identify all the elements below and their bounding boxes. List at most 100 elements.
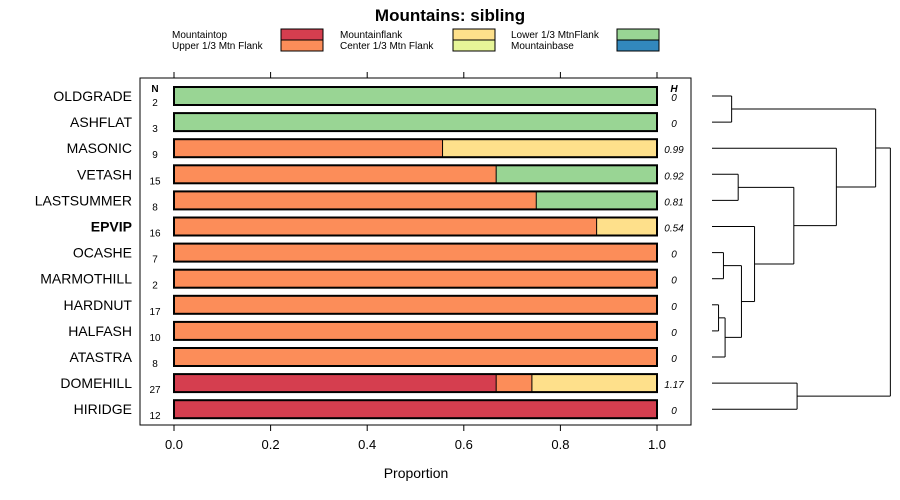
- row-label: HIRIDGE: [74, 401, 132, 417]
- bar-row: OLDGRADE 2 0: [53, 86, 677, 109]
- legend-item: Center 1/3 Mtn Flank: [340, 39, 496, 52]
- row-label: ASHFLAT: [70, 114, 132, 130]
- sample-size: 12: [149, 411, 161, 422]
- bar-row: VETASH 15 0.92: [77, 164, 684, 187]
- bar-row: HALFASH 10 0: [68, 320, 677, 344]
- bar-segment: [174, 217, 597, 236]
- bar-outline: [173, 112, 658, 133]
- diversity-h: 0: [671, 328, 677, 339]
- sample-size: 27: [149, 385, 161, 396]
- sample-size: 8: [152, 202, 158, 213]
- diversity-h: 1.17: [664, 380, 684, 391]
- bar-row: EPVIP 16 0.54: [91, 216, 684, 240]
- bar-row: DOMEHILL 27 1.17: [60, 373, 684, 396]
- bar-outline: [173, 242, 658, 263]
- x-tick-label: 0.4: [358, 437, 376, 452]
- dendrogram-link: [712, 95, 733, 123]
- legend-swatch: [452, 39, 496, 52]
- dendrogram-link: [797, 147, 891, 397]
- bar-segment: [496, 165, 657, 184]
- dendrogram-link: [712, 173, 739, 201]
- row-label: MARMOTHILL: [40, 271, 132, 287]
- bar-outline: [173, 164, 658, 185]
- bar-outline: [173, 86, 658, 106]
- diversity-h: 0.81: [664, 197, 683, 208]
- sample-size: 2: [152, 98, 158, 109]
- bar-segment: [174, 139, 443, 158]
- x-tick-label: 0.8: [551, 437, 569, 452]
- diversity-h: 0.54: [664, 224, 684, 235]
- legend-label: Lower 1/3 MtnFlank: [511, 30, 600, 41]
- legend-item: Lower 1/3 MtnFlank: [511, 28, 660, 41]
- bar-segment: [174, 87, 657, 105]
- legend-label: Upper 1/3 Mtn Flank: [172, 41, 264, 52]
- bar-row: LASTSUMMER 8 0.81: [35, 190, 684, 213]
- legend-swatch: [616, 28, 660, 41]
- bar-segment: [174, 191, 537, 210]
- x-tick-label: 0.2: [262, 437, 280, 452]
- legend-label: Mountaintop: [172, 30, 227, 41]
- bar-row: OCASHE 7 0: [73, 242, 677, 266]
- bar-segment: [174, 243, 657, 262]
- bar-outline: [173, 138, 658, 159]
- bar-row: HIRIDGE 12 0: [74, 399, 677, 422]
- x-axis-label: Proportion: [384, 465, 449, 481]
- bar-segment: [174, 321, 657, 340]
- bar-outline: [173, 320, 658, 341]
- row-label: EPVIP: [91, 219, 132, 235]
- row-label: OCASHE: [73, 245, 132, 261]
- legend-swatch: [280, 39, 324, 52]
- legend-item: Mountainflank: [340, 28, 496, 41]
- bar-segment: [174, 348, 657, 366]
- bar-outline: [173, 347, 658, 367]
- diversity-h: 0: [671, 406, 677, 417]
- bar-outline: [173, 399, 658, 420]
- h-column-header: H: [670, 84, 678, 95]
- bar-row: ATASTRA 8 0: [70, 347, 677, 370]
- legend-swatch: [616, 39, 660, 52]
- x-tick-label: 0.6: [455, 437, 473, 452]
- dendrogram-link: [712, 382, 798, 410]
- chart-title: Mountains: sibling: [375, 6, 525, 25]
- dendrogram-link: [723, 265, 742, 338]
- legend-item: Mountainbase: [511, 39, 660, 52]
- row-label: VETASH: [77, 166, 132, 182]
- bar-segment: [174, 295, 657, 314]
- bar-segment: [596, 217, 657, 236]
- diversity-h: 0.99: [664, 145, 684, 156]
- bar-segment: [442, 139, 657, 158]
- n-column-header: N: [151, 84, 158, 95]
- legend-item: Upper 1/3 Mtn Flank: [172, 39, 324, 52]
- bar-outline: [173, 373, 658, 394]
- bar-row: MASONIC 9 0.99: [67, 138, 684, 161]
- sample-size: 9: [152, 150, 158, 161]
- plot-frame: [139, 77, 692, 426]
- bar-outline: [173, 294, 658, 315]
- diversity-h: 0: [671, 93, 677, 104]
- sample-size: 15: [149, 176, 161, 187]
- legend-swatch: [280, 28, 324, 41]
- sample-size: 3: [152, 124, 158, 135]
- legend-label: Center 1/3 Mtn Flank: [340, 41, 434, 52]
- bar-segment: [536, 191, 657, 210]
- bar-outline: [173, 190, 658, 211]
- x-tick-label: 0.0: [165, 437, 183, 452]
- bar-segment: [531, 374, 657, 393]
- row-label: HARDNUT: [64, 297, 133, 313]
- bar-segment: [174, 165, 497, 184]
- dendrogram: [712, 95, 891, 410]
- bar-rows: OLDGRADE 2 0 ASHFLAT 3 0 MASONIC 9 0.99 VETASH 15 0…: [35, 86, 684, 422]
- legend-item: Mountaintop: [172, 28, 324, 41]
- row-label: LASTSUMMER: [35, 192, 132, 208]
- bar-segment: [174, 113, 657, 132]
- bar-row: ASHFLAT 3 0: [70, 112, 677, 135]
- diversity-h: 0: [671, 302, 677, 313]
- diversity-h: 0: [671, 354, 677, 365]
- diversity-h: 0: [671, 119, 677, 130]
- row-label: MASONIC: [67, 140, 132, 156]
- legend-label: Mountainflank: [340, 30, 403, 41]
- sample-size: 17: [149, 307, 161, 318]
- legend-swatch: [452, 28, 496, 41]
